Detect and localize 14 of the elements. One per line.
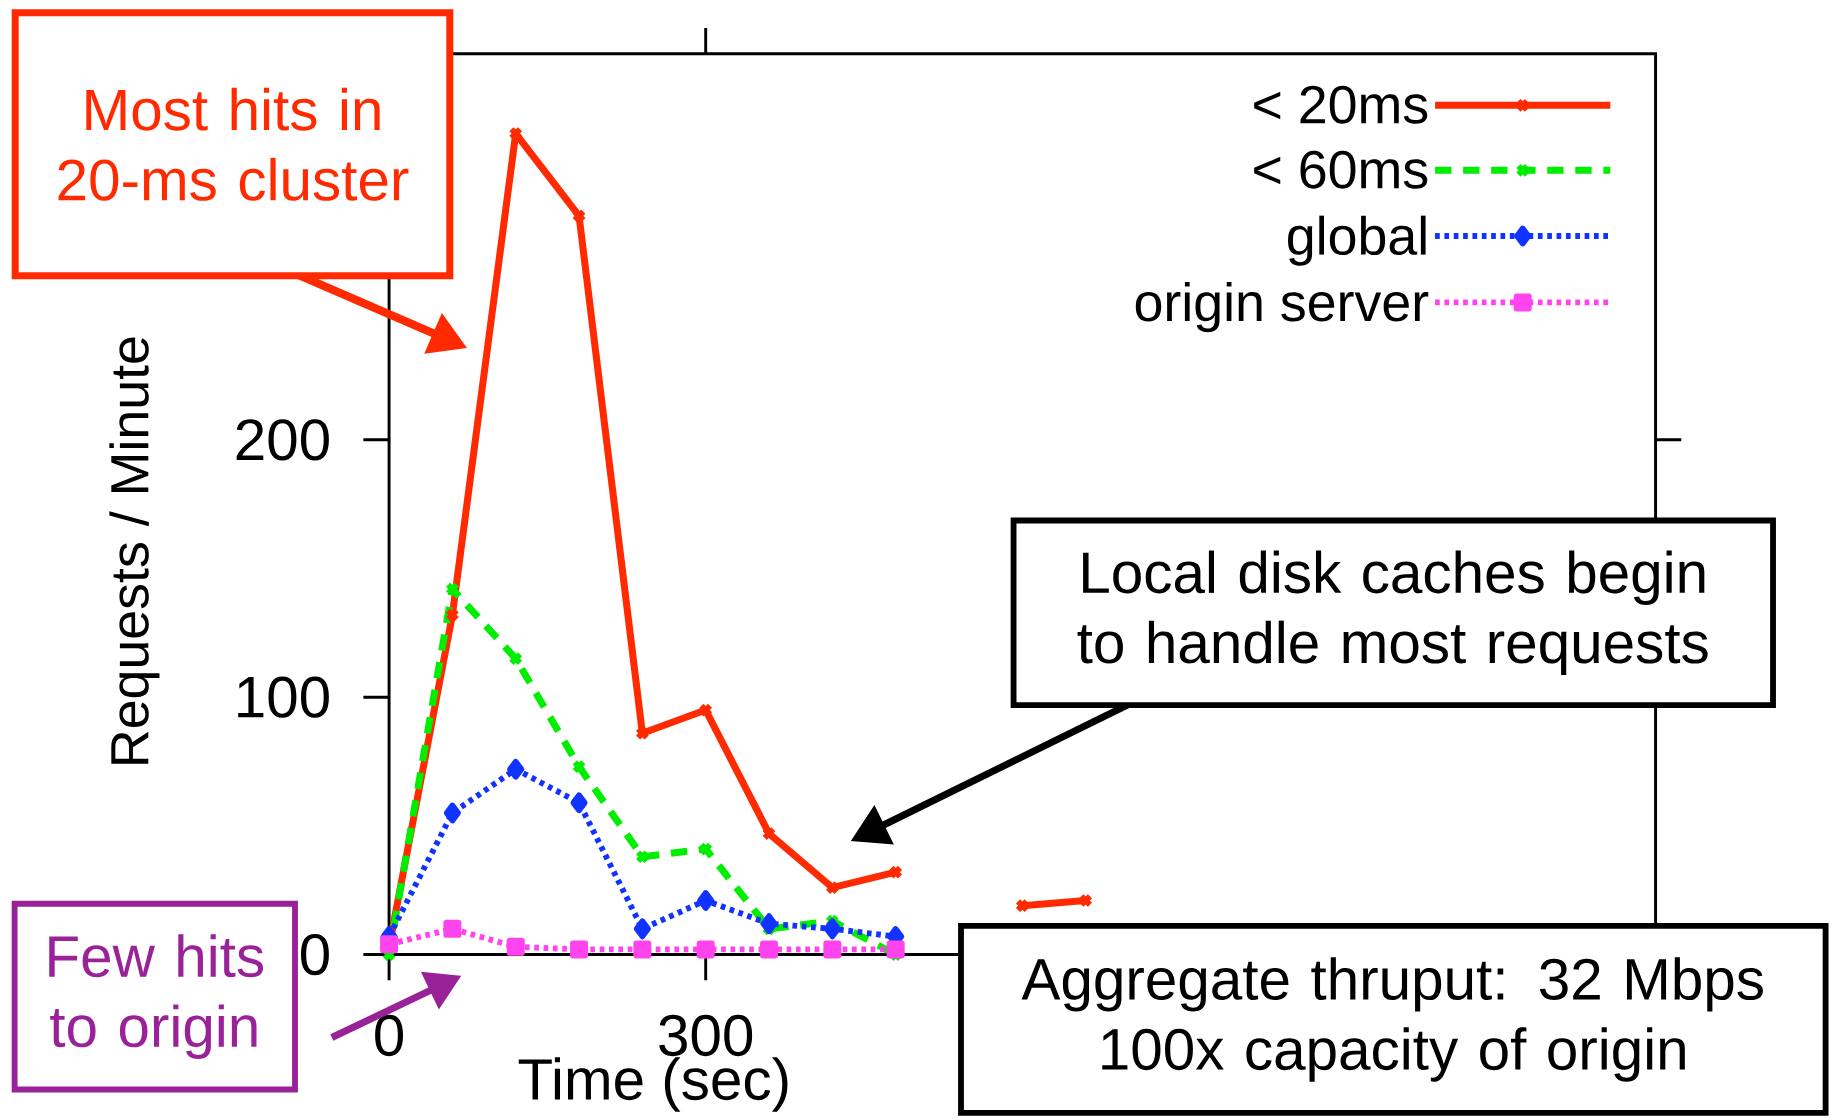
annotation: Most hits in 20-ms cluster xyxy=(58,87,409,201)
text: Aggregate thruput: 32 Mbps 100x capacity of origin xyxy=(1021,956,1763,1082)
y-tick-label: 200 xyxy=(236,418,329,461)
y-axis-title: Requests / Minute xyxy=(109,337,160,764)
legend-label: origin server xyxy=(1135,281,1429,332)
y-tick-label: 0 xyxy=(301,933,329,975)
text: Few hits to origin xyxy=(49,934,264,1059)
x-tick-label: 300 xyxy=(659,1014,753,1056)
legend-label: global xyxy=(1288,215,1426,266)
legend-label: < 60ms xyxy=(1254,150,1428,189)
x-axis-title: Time (sec) xyxy=(518,1057,788,1112)
y-tick-label: 100 xyxy=(238,676,329,718)
annotation: Local disk caches begin to handle most requests xyxy=(1077,550,1708,675)
legend-label: < 20ms xyxy=(1254,85,1428,124)
